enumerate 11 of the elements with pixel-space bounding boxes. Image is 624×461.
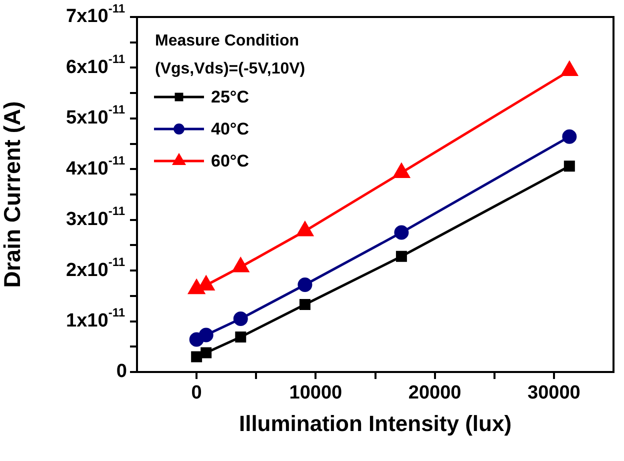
legend-label: 25°C — [211, 88, 249, 107]
x-tick-label: 0 — [191, 382, 202, 404]
y-tick-label: 0 — [116, 361, 127, 382]
x-axis-title: Illumination Intensity (lux) — [238, 410, 512, 436]
legend-label: 40°C — [211, 120, 249, 139]
x-tick-label: 30000 — [528, 382, 580, 404]
legend-label: 60°C — [211, 152, 249, 171]
x-tick-label: 20000 — [408, 382, 462, 404]
y-axis-title: Drain Current (A) — [0, 101, 26, 288]
x-tick-label: 10000 — [289, 382, 342, 404]
legend-title: Measure Condition (Vgs,Vds)=(-5V,10V) — [155, 32, 306, 78]
